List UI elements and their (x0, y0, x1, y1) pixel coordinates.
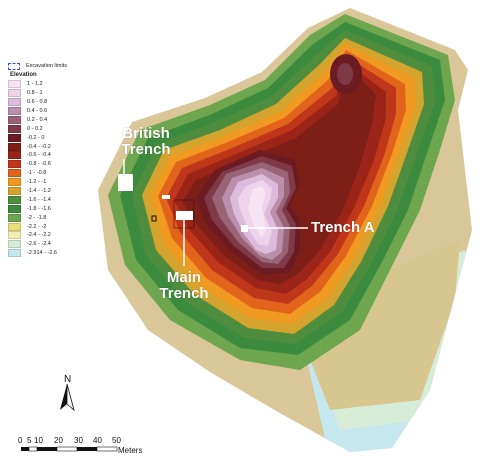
main-trench-label: Main Trench (152, 270, 216, 302)
legend-class-label: -2.4 - -2.2 (27, 232, 51, 239)
scale-tick-50: 50 (112, 436, 121, 445)
legend-excavation-label: Excavation limits (26, 63, 67, 70)
legend-excavation-row: Excavation limits (8, 62, 108, 71)
legend-swatch (8, 142, 21, 151)
legend-class-row: -1.2 - -1 (8, 178, 108, 187)
legend-class-row: -1.6 - -1.4 (8, 195, 108, 204)
legend-swatch (8, 204, 21, 213)
legend-class-row: -1 - -0.8 (8, 169, 108, 178)
label-leaders (123, 159, 308, 266)
legend-swatch (8, 178, 21, 187)
legend-class-row: 0 - 0.2 (8, 124, 108, 133)
british-trench-label-line1: British (122, 125, 170, 142)
legend-swatch (8, 249, 21, 258)
legend-class-row: -2.2 - -2 (8, 222, 108, 231)
legend-class-row: 0.6 - 0.8 (8, 98, 108, 107)
scale-tick-10: 10 (34, 436, 43, 445)
legend-class-label: -2 - -1.8 (27, 214, 47, 221)
legend-class-row: 0.2 - 0.4 (8, 115, 108, 124)
scale-tick-5: 5 (27, 436, 32, 445)
legend-swatch (8, 89, 21, 98)
north-arrow-icon (60, 383, 75, 412)
legend-class-label: -2.6 - -2.4 (27, 241, 51, 248)
legend-swatch (8, 231, 21, 240)
legend-swatch (8, 107, 21, 115)
legend-classes: 1 - 1.2 0.8 - 1 0.6 - 0.8 0.4 - 0.6 0.2 - 0.… (8, 80, 108, 258)
legend-swatch (8, 151, 21, 160)
legend-class-label: 0.2 - 0.4 (27, 116, 48, 123)
british-trench-label-line2: Trench (121, 141, 171, 158)
legend-class-label: -0.8 - -0.6 (27, 161, 51, 168)
legend-class-row: 0.8 - 1 (8, 89, 108, 98)
legend: Excavation limits Elevation 1 - 1.2 0.8 -… (8, 62, 108, 258)
legend-class-label: -1.8 - -1.6 (27, 205, 51, 212)
legend-class-label: -0.6 - -0.4 (27, 152, 51, 159)
legend-swatch (8, 160, 21, 169)
legend-class-row: -0.8 - -0.6 (8, 160, 108, 169)
legend-swatch (8, 240, 21, 249)
legend-class-label: -2.2 - -2 (27, 223, 47, 230)
legend-class-row: -0.4 - -0.2 (8, 142, 108, 151)
legend-swatch (8, 187, 21, 196)
legend-class-row: -2.4 - -2.2 (8, 231, 108, 240)
main-trench-label-line1: Main (166, 269, 202, 286)
legend-class-row: -0.2 - 0 (8, 133, 108, 142)
scale-tick-0: 0 (18, 436, 23, 445)
british-trench-label: British Trench (114, 126, 178, 158)
legend-class-label: 0.8 - 1 (27, 90, 43, 97)
legend-class-row: -2 - -1.8 (8, 213, 108, 222)
legend-swatch (8, 80, 21, 89)
legend-swatch (8, 124, 21, 133)
excavation-units (118, 174, 248, 232)
scale-tick-40: 40 (93, 436, 102, 445)
legend-class-row: 0.4 - 0.6 (8, 107, 108, 116)
trench-a-label: Trench A (311, 219, 375, 236)
legend-class-label: -2.914 - -2.6 (27, 250, 57, 257)
legend-class-label: -0.4 - -0.2 (27, 143, 51, 150)
scale-bar (21, 446, 118, 452)
legend-title: Elevation (10, 72, 37, 79)
north-letter: N (64, 374, 72, 385)
legend-class-label: -1.2 - -1 (27, 179, 47, 186)
legend-swatch (8, 195, 21, 204)
legend-swatch (8, 222, 21, 231)
scale-tick-30: 30 (74, 436, 83, 445)
legend-class-row: -1.4 - -1.2 (8, 187, 108, 196)
legend-class-row: -0.6 - -0.4 (8, 151, 108, 160)
legend-class-label: 0.4 - 0.6 (27, 108, 48, 114)
legend-class-label: 0 - 0.2 (27, 125, 43, 132)
legend-swatch (8, 133, 21, 142)
legend-class-label: 1 - 1.2 (27, 81, 43, 88)
legend-swatch (8, 169, 21, 178)
scale-unit: Meters (118, 446, 143, 455)
legend-class-row: -2.6 - -2.4 (8, 240, 108, 249)
legend-swatch (8, 115, 21, 124)
legend-class-label: 0.6 - 0.8 (27, 99, 48, 106)
legend-swatch (8, 213, 21, 222)
legend-class-label: -0.2 - 0 (27, 134, 45, 141)
scale-tick-20: 20 (54, 436, 63, 445)
legend-class-row: 1 - 1.2 (8, 80, 108, 89)
legend-class-label: -1.6 - -1.4 (27, 196, 51, 203)
main-trench-label-line2: Trench (159, 285, 209, 302)
legend-class-row: -1.8 - -1.6 (8, 204, 108, 213)
legend-class-label: -1.4 - -1.2 (27, 188, 51, 195)
legend-swatch (8, 98, 21, 107)
legend-class-row: -2.914 - -2.6 (8, 249, 108, 258)
dashed-box-icon (8, 62, 20, 70)
legend-class-label: -1 - -0.8 (27, 170, 47, 177)
